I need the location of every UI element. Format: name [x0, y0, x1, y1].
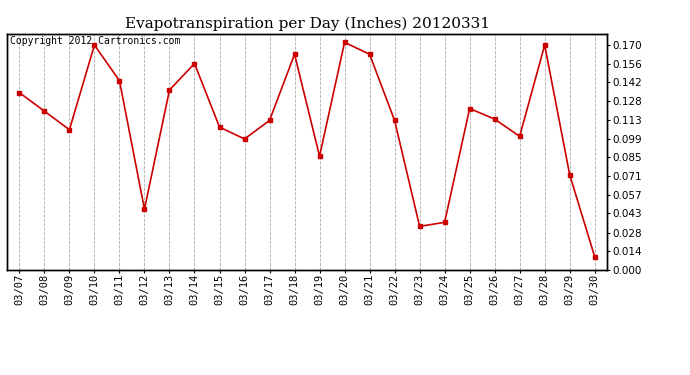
Title: Evapotranspiration per Day (Inches) 20120331: Evapotranspiration per Day (Inches) 2012… — [125, 17, 489, 31]
Text: Copyright 2012 Cartronics.com: Copyright 2012 Cartronics.com — [10, 36, 180, 46]
